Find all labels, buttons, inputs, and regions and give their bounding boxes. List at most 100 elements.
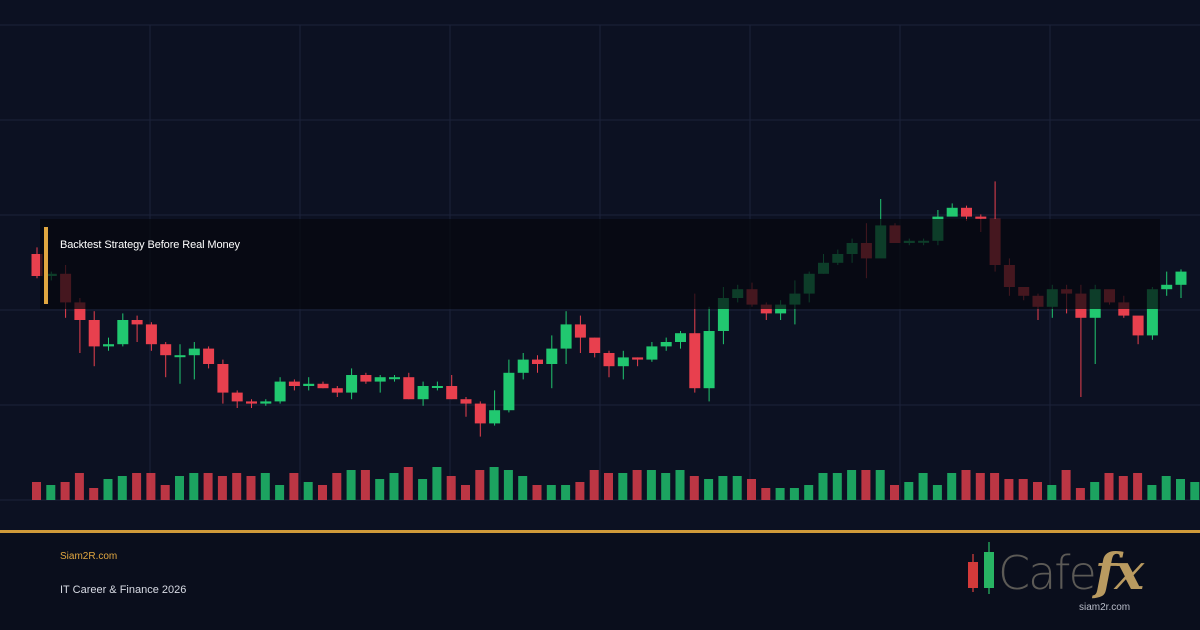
volume-bar	[675, 470, 685, 500]
volume-bar	[775, 488, 785, 500]
volume-bar	[704, 479, 714, 500]
volume-bar	[689, 476, 699, 500]
volume-bar	[661, 473, 671, 500]
volume-bar	[74, 473, 84, 500]
volume-bar	[303, 482, 313, 500]
candle-body	[446, 386, 458, 400]
candle-body	[574, 324, 586, 338]
volume-bar	[461, 485, 470, 500]
volume-bar	[246, 476, 256, 500]
volume-bar	[275, 485, 285, 500]
volume-bar	[1075, 488, 1085, 500]
volume-bar	[146, 473, 156, 500]
candle-body	[389, 377, 400, 380]
candle-body	[360, 375, 372, 382]
volume-bar	[875, 470, 885, 500]
volume-bar	[1033, 482, 1042, 500]
volume-bar	[561, 485, 571, 500]
volume-bar	[217, 476, 227, 500]
volume-bar	[975, 473, 985, 500]
candle-body	[489, 410, 501, 424]
candle-body	[946, 207, 958, 217]
candle-body	[131, 320, 143, 325]
volume-bar	[46, 485, 56, 500]
volume-bar	[918, 473, 928, 500]
candle-body	[246, 401, 257, 404]
candle-body	[346, 375, 358, 393]
candle-body	[203, 348, 215, 364]
volume-bar	[232, 473, 242, 500]
candle-body	[961, 207, 972, 217]
candle-body	[188, 348, 200, 356]
candle-body	[632, 357, 644, 360]
volume-bar	[1118, 476, 1128, 500]
footer-site-link[interactable]: Siam2R.com	[60, 551, 118, 562]
volume-bar	[761, 488, 771, 500]
volume-bar	[632, 470, 642, 500]
volume-bar	[489, 467, 499, 500]
volume-bar	[89, 488, 99, 500]
candle-body	[560, 324, 572, 349]
volume-bar	[332, 473, 342, 500]
volume-bar	[432, 467, 442, 500]
volume-bar	[189, 473, 199, 500]
volume-bar	[804, 485, 814, 500]
candle-body	[703, 331, 715, 389]
candle-body	[474, 403, 486, 424]
volume-bar	[932, 485, 942, 500]
candle-body	[431, 386, 443, 388]
candle-body	[460, 399, 472, 404]
volume-bar	[103, 479, 113, 500]
candle-body	[174, 355, 186, 358]
candle-body	[717, 298, 729, 331]
candle-body	[532, 359, 543, 364]
volume-bar	[260, 473, 270, 500]
volume-bar	[861, 470, 871, 500]
volume-bar	[847, 470, 857, 500]
logo-fx-text: fx	[1094, 542, 1144, 601]
candle-body	[288, 381, 300, 386]
volume-bar	[175, 476, 184, 500]
volume-bar	[718, 476, 728, 500]
footer	[0, 533, 1200, 630]
volume-bar	[1190, 482, 1200, 500]
candle-body	[589, 337, 601, 353]
volume-bar	[503, 470, 513, 500]
candle-body	[760, 304, 772, 314]
candle-body	[160, 344, 172, 356]
volume-bar	[289, 473, 299, 500]
volume-bar	[446, 476, 456, 500]
volume-bars	[32, 467, 1200, 500]
logo-cafe-text: Cafe	[998, 546, 1097, 600]
candle-body	[603, 353, 615, 367]
volume-bar	[947, 473, 957, 500]
volume-bar	[475, 470, 485, 500]
candle-body	[274, 381, 286, 402]
candle-body	[231, 392, 243, 402]
volume-bar	[618, 473, 628, 500]
candle-body	[217, 364, 229, 393]
candle-body	[1161, 284, 1173, 290]
overlay-title: Backtest Strategy Before Real Money	[60, 239, 240, 251]
volume-bar	[575, 482, 585, 500]
candle-body	[145, 324, 157, 345]
volume-bar	[1018, 479, 1028, 500]
candle-body	[403, 377, 415, 400]
volume-bar	[375, 479, 385, 500]
volume-bar	[1047, 485, 1057, 500]
volume-bar	[1176, 479, 1185, 500]
candle-body	[775, 304, 787, 314]
candle-body	[1146, 289, 1158, 336]
candle-body	[74, 302, 86, 320]
candle-body	[117, 320, 129, 345]
volume-bar	[1161, 476, 1171, 500]
volume-bar	[1004, 479, 1014, 500]
volume-bar	[346, 470, 356, 500]
logo-wordmark: Cafefx	[998, 542, 1144, 601]
volume-bar	[117, 476, 127, 500]
candle-body	[1132, 315, 1144, 336]
volume-bar	[832, 473, 842, 500]
candle-body	[689, 333, 701, 389]
volume-bar	[1133, 473, 1143, 500]
volume-bar	[747, 479, 756, 500]
